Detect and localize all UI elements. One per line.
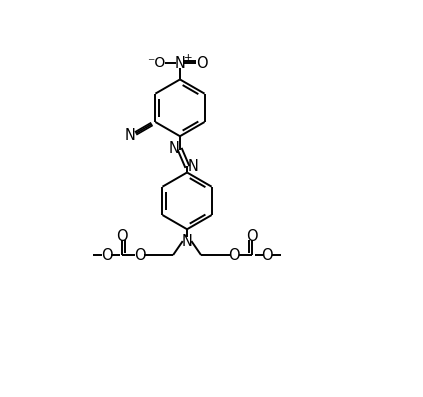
Text: O: O [101, 247, 113, 262]
Text: O: O [228, 247, 240, 262]
Text: ⁻O: ⁻O [147, 56, 165, 70]
Text: O: O [196, 56, 208, 71]
Text: +: + [184, 53, 192, 63]
Text: N: N [175, 56, 185, 71]
Text: N: N [125, 128, 135, 143]
Text: N: N [168, 141, 179, 156]
Text: O: O [134, 247, 146, 262]
Text: O: O [116, 229, 128, 245]
Text: N: N [181, 233, 192, 249]
Text: O: O [261, 247, 273, 262]
Text: O: O [247, 229, 258, 245]
Text: N: N [188, 160, 199, 174]
